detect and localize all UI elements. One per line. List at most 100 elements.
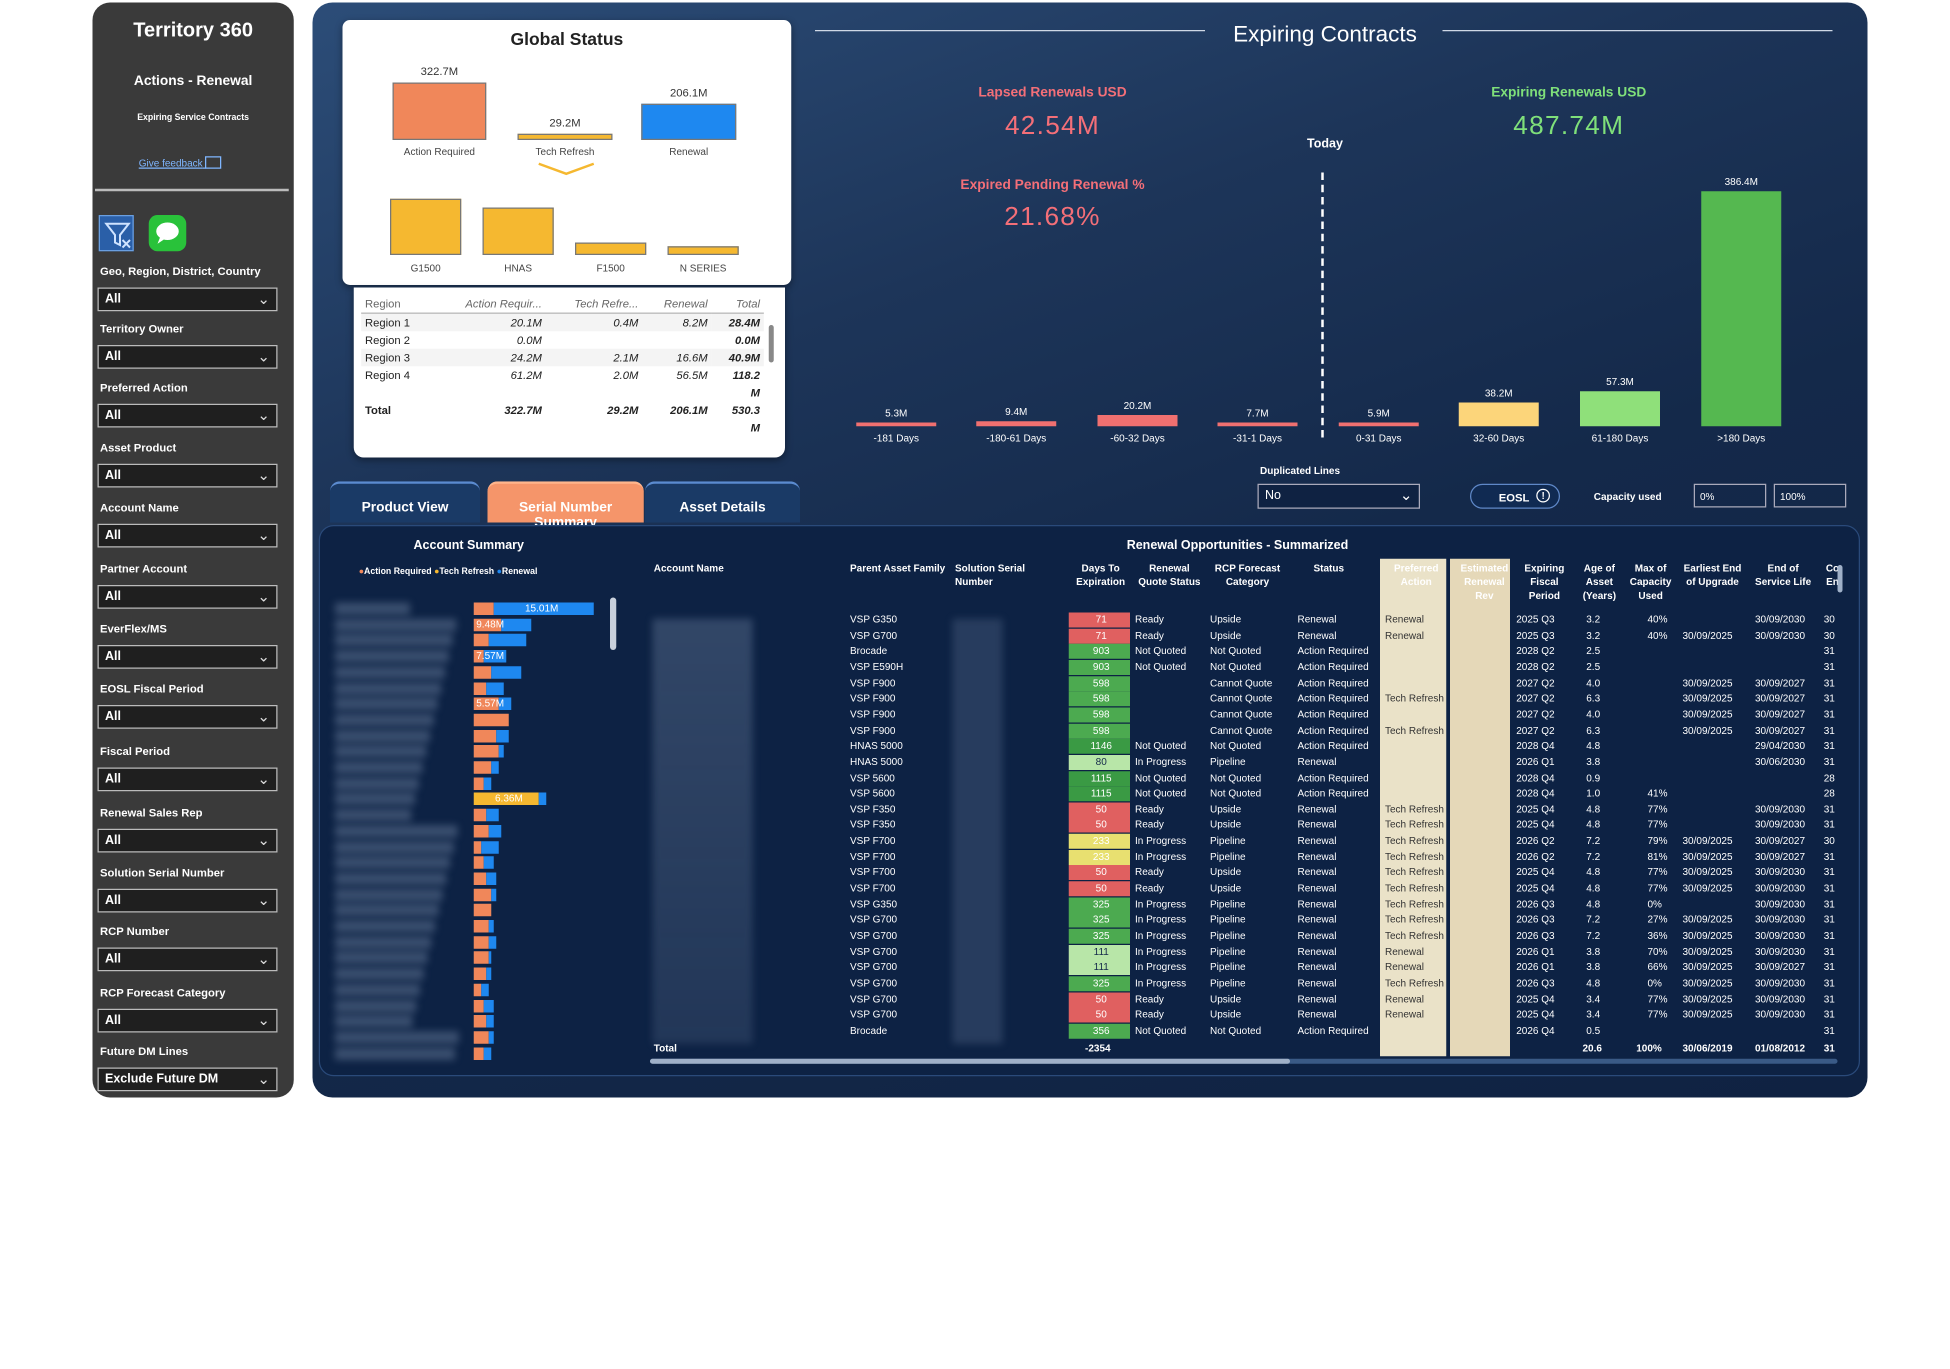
filter-select[interactable]: All ⌄ — [97, 705, 278, 729]
expiry-bar[interactable] — [856, 422, 937, 427]
expiry-bar[interactable] — [1338, 422, 1419, 427]
filter-select[interactable]: All ⌄ — [97, 828, 278, 853]
action-required-segment[interactable] — [473, 999, 484, 1012]
action-required-segment[interactable] — [473, 967, 487, 981]
table-row[interactable]: Region 1 20.1M 0.4M 8.2M 28.4M — [361, 313, 764, 332]
renewal-segment[interactable] — [496, 729, 509, 742]
clear-filters-icon[interactable] — [98, 215, 134, 252]
action-required-segment[interactable] — [473, 665, 492, 679]
action-required-segment[interactable] — [473, 935, 489, 949]
status-bar[interactable] — [641, 103, 737, 140]
tab-product-view[interactable]: Product View — [330, 481, 480, 523]
expiry-bar[interactable] — [1580, 391, 1660, 427]
action-required-segment[interactable] — [473, 904, 492, 917]
action-required-segment[interactable] — [473, 745, 499, 758]
renewal-segment[interactable] — [491, 665, 522, 679]
action-required-segment[interactable] — [473, 650, 484, 663]
column-header[interactable]: RCP Forecast Category — [1214, 562, 1281, 588]
expand-chevron-icon[interactable] — [536, 160, 596, 176]
column-header[interactable]: Earliest End of Upgrade — [1683, 562, 1742, 588]
action-required-segment[interactable] — [473, 983, 482, 996]
expiry-bar[interactable] — [1701, 190, 1782, 427]
table-header[interactable]: Region — [361, 295, 433, 314]
capacity-min-input[interactable]: 0% — [1693, 483, 1767, 508]
renewal-segment[interactable] — [493, 602, 594, 615]
status-bar[interactable] — [517, 133, 613, 140]
filter-select[interactable]: All ⌄ — [97, 403, 278, 428]
expiry-bar[interactable] — [1217, 421, 1298, 427]
column-header[interactable]: Account Name — [653, 562, 724, 574]
action-required-segment[interactable] — [473, 1031, 489, 1044]
renewal-segment[interactable] — [498, 697, 512, 711]
action-required-segment[interactable] — [473, 1015, 487, 1028]
give-feedback-link[interactable]: Give feedback — [139, 156, 222, 171]
column-header[interactable]: Co En — [1825, 562, 1840, 588]
renewal-segment[interactable] — [483, 1046, 492, 1060]
column-header[interactable]: Preferred Action — [1394, 562, 1439, 588]
capacity-max-input[interactable]: 100% — [1773, 483, 1847, 508]
expiry-bar[interactable] — [1458, 402, 1539, 427]
action-required-segment[interactable] — [473, 888, 492, 901]
action-required-segment[interactable] — [473, 602, 494, 615]
table-row[interactable]: Region 3 24.2M 2.1M 16.6M 40.9M — [361, 348, 764, 367]
renewal-segment[interactable] — [488, 1031, 494, 1044]
status-bar[interactable] — [392, 82, 487, 140]
product-bar[interactable] — [667, 246, 739, 255]
renewal-segment[interactable] — [491, 761, 499, 774]
action-required-segment[interactable] — [473, 697, 499, 711]
column-header[interactable]: Expiring Fiscal Period — [1524, 562, 1565, 602]
action-required-segment[interactable] — [473, 808, 487, 822]
renewal-segment[interactable] — [488, 935, 497, 949]
expiry-bar[interactable] — [976, 420, 1057, 427]
product-bar[interactable] — [482, 207, 554, 255]
renewal-segment[interactable] — [538, 792, 547, 806]
account-scrollbar[interactable] — [610, 597, 617, 650]
renewal-segment[interactable] — [486, 681, 504, 695]
action-required-segment[interactable] — [473, 634, 489, 647]
column-header[interactable]: Status — [1313, 562, 1345, 574]
renewal-segment[interactable] — [486, 1015, 494, 1028]
renewal-segment[interactable] — [481, 983, 489, 996]
table-header[interactable]: Renewal — [642, 295, 712, 314]
filter-select[interactable]: All ⌄ — [97, 287, 278, 312]
action-required-segment[interactable] — [473, 920, 489, 933]
product-bar[interactable] — [575, 242, 647, 255]
filter-select[interactable]: All ⌄ — [97, 463, 278, 488]
tech-refresh-segment[interactable] — [473, 792, 539, 806]
renewal-segment[interactable] — [488, 951, 492, 965]
renewal-segment[interactable] — [486, 967, 492, 981]
action-required-segment[interactable] — [473, 1046, 484, 1060]
column-header[interactable]: Parent Asset Family — [850, 562, 946, 574]
column-header[interactable]: Days To Expiration — [1076, 562, 1126, 588]
renewal-segment[interactable] — [483, 777, 492, 790]
column-header[interactable]: Renewal Quote Status — [1138, 562, 1201, 588]
column-header[interactable]: Solution Serial Number — [955, 562, 1026, 588]
renewal-segment[interactable] — [483, 999, 494, 1012]
table-row[interactable]: Region 2 0.0M 0.0M — [361, 331, 764, 349]
renewal-segment[interactable] — [488, 920, 494, 933]
table-row[interactable]: Total 322.7M 29.2M 206.1M 530.3 — [361, 401, 764, 419]
table-scrollbar[interactable] — [768, 325, 774, 363]
filter-select[interactable]: All ⌄ — [97, 345, 278, 369]
action-required-segment[interactable] — [473, 856, 484, 869]
filter-select[interactable]: All ⌄ — [97, 523, 278, 548]
tab-serial-number-summary[interactable]: Serial Number Summary — [487, 481, 644, 530]
column-header[interactable]: End of Service Life — [1755, 562, 1812, 588]
tab-asset-details[interactable]: Asset Details — [645, 481, 800, 523]
renewal-segment[interactable] — [491, 888, 497, 901]
filter-select[interactable]: Exclude Future DM ⌄ — [97, 1067, 278, 1092]
action-required-segment[interactable] — [473, 777, 484, 790]
table-header[interactable]: Total — [711, 295, 764, 314]
filter-select[interactable]: All ⌄ — [97, 1008, 278, 1033]
table-row[interactable]: Region 4 61.2M 2.0M 56.5M 118.2 — [361, 366, 764, 384]
horizontal-scrollbar-thumb[interactable] — [650, 1058, 1290, 1064]
filter-select[interactable]: All ⌄ — [97, 888, 278, 913]
chat-icon[interactable] — [148, 215, 187, 252]
action-required-segment[interactable] — [473, 618, 502, 631]
duplicated-lines-select[interactable]: No ⌄ — [1257, 483, 1420, 509]
renewal-segment[interactable] — [481, 840, 499, 854]
renewal-segment[interactable] — [498, 745, 504, 758]
renewal-segment[interactable] — [488, 634, 527, 647]
action-required-segment[interactable] — [473, 681, 487, 695]
action-required-segment[interactable] — [473, 713, 509, 727]
